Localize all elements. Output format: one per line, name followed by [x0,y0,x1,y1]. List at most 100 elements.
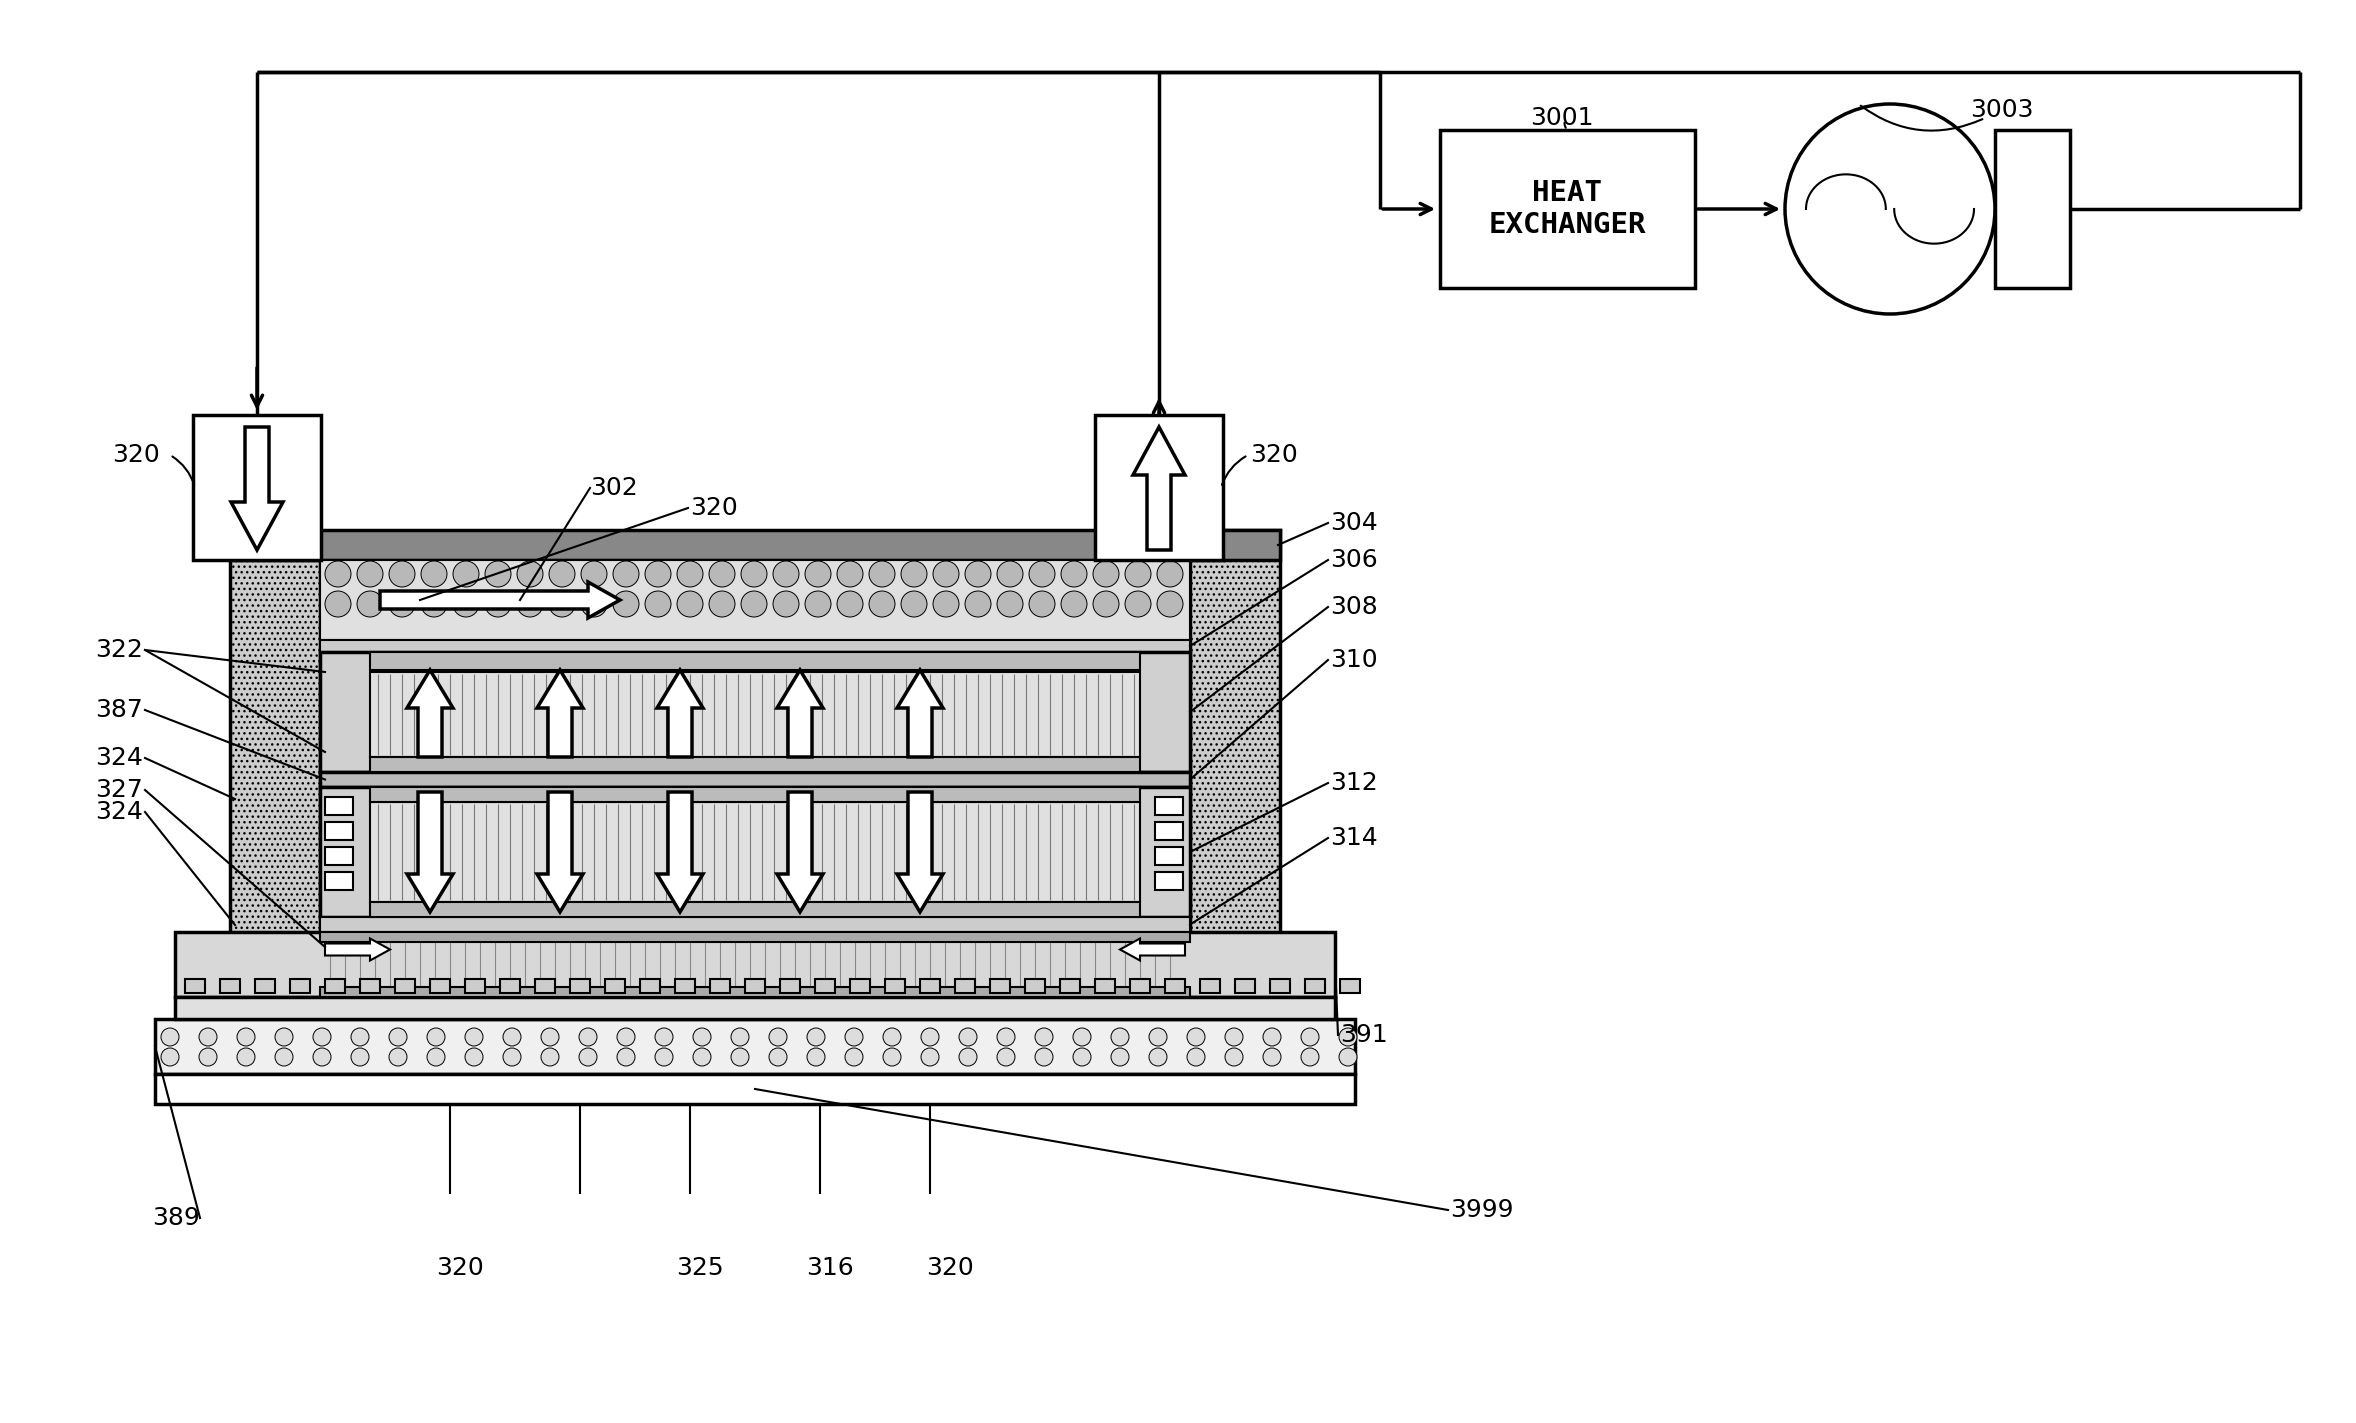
Circle shape [502,1047,521,1066]
Circle shape [1301,1047,1319,1066]
Polygon shape [898,670,942,757]
Circle shape [542,1027,558,1046]
Circle shape [613,591,638,618]
Circle shape [773,561,799,588]
Circle shape [549,561,575,588]
Bar [1164,979,1185,993]
Circle shape [808,1047,825,1066]
Circle shape [884,1047,900,1066]
Circle shape [1126,591,1152,618]
Bar [320,561,1190,568]
Circle shape [655,1027,674,1046]
Circle shape [389,1047,408,1066]
Circle shape [836,561,862,588]
Circle shape [452,591,478,618]
Circle shape [1157,561,1183,588]
Circle shape [806,591,832,618]
Circle shape [933,591,959,618]
Circle shape [160,1047,179,1066]
Bar [886,979,905,993]
Circle shape [742,591,768,618]
Circle shape [389,591,415,618]
Circle shape [1112,1027,1129,1046]
Bar [231,529,320,998]
Circle shape [997,1027,1015,1046]
Circle shape [1150,1047,1166,1066]
Circle shape [580,1047,596,1066]
Circle shape [276,1027,292,1046]
Circle shape [464,1047,483,1066]
Circle shape [1030,591,1055,618]
Circle shape [959,1047,978,1066]
Bar [186,979,205,993]
Bar [320,932,1190,942]
Bar [155,1074,1355,1104]
Bar [370,787,1140,803]
Bar [174,932,1336,998]
Text: 320: 320 [113,443,160,467]
Bar [320,988,1190,998]
Circle shape [676,561,702,588]
Circle shape [1126,561,1152,588]
Text: 316: 316 [806,1257,853,1281]
Bar [320,640,1190,652]
Bar [570,979,589,993]
Bar [396,979,415,993]
Circle shape [549,591,575,618]
Bar [325,797,353,815]
Text: 327: 327 [94,778,144,803]
Circle shape [1263,1047,1282,1066]
Circle shape [966,561,992,588]
Bar [1154,822,1183,840]
Circle shape [646,561,671,588]
Circle shape [389,1027,408,1046]
Polygon shape [408,670,452,757]
Circle shape [313,1047,330,1066]
Circle shape [730,1027,749,1046]
Bar [1341,979,1359,993]
Polygon shape [537,670,582,757]
Bar [499,979,521,993]
Bar [320,773,1190,787]
Circle shape [464,1027,483,1046]
Circle shape [516,561,542,588]
Circle shape [452,561,478,588]
Bar [1305,979,1324,993]
Circle shape [313,1027,330,1046]
Bar [464,979,485,993]
Bar [954,979,975,993]
Bar [605,979,624,993]
Circle shape [1060,561,1086,588]
Bar [990,979,1011,993]
Text: 320: 320 [690,497,737,519]
Circle shape [966,591,992,618]
Text: 312: 312 [1331,771,1378,795]
Circle shape [1150,1027,1166,1046]
Bar [370,803,1140,902]
Circle shape [921,1047,940,1066]
Circle shape [884,1027,900,1046]
Circle shape [617,1047,636,1066]
Text: 324: 324 [94,746,144,770]
Text: 306: 306 [1331,548,1378,572]
Bar [1096,416,1223,561]
Circle shape [1034,1047,1053,1066]
Bar [1131,979,1150,993]
Bar [815,979,834,993]
Bar [193,416,320,561]
Text: 391: 391 [1341,1023,1388,1047]
Circle shape [1225,1027,1244,1046]
Bar [254,979,276,993]
Circle shape [959,1027,978,1046]
Text: 3999: 3999 [1449,1198,1513,1222]
Polygon shape [1133,427,1185,551]
Circle shape [516,591,542,618]
Circle shape [806,561,832,588]
Polygon shape [379,582,620,618]
Circle shape [1301,1027,1319,1046]
Circle shape [485,561,511,588]
Bar [641,979,660,993]
Circle shape [1157,591,1183,618]
Circle shape [808,1027,825,1046]
Circle shape [1187,1047,1204,1066]
